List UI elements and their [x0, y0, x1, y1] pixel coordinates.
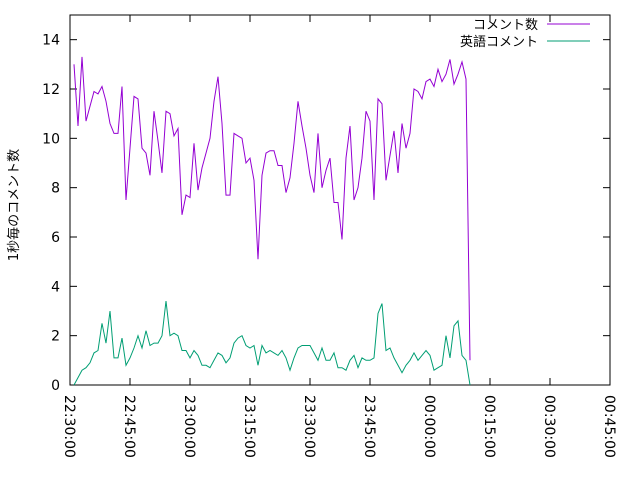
x-tick-label: 00:00:00: [421, 395, 437, 458]
y-tick-label: 2: [51, 329, 60, 345]
x-tick-label: 00:30:00: [541, 395, 557, 458]
y-tick-label: 6: [51, 230, 60, 246]
y-tick-label: 12: [42, 82, 60, 98]
y-axis: 0 2 4 6 8 10 12 14: [42, 33, 610, 394]
series-layer: [73, 56, 471, 386]
x-tick-label: 23:15:00: [241, 395, 257, 458]
plot-frame: [69, 14, 611, 386]
x-tick-label: 23:30:00: [301, 395, 317, 458]
y-tick-label: 0: [51, 378, 60, 394]
y-tick-label: 10: [42, 131, 60, 147]
x-tick-label: 00:45:00: [601, 395, 617, 458]
x-tick-label: 22:45:00: [121, 395, 137, 458]
y-tick-label: 8: [51, 181, 60, 197]
x-tick-label: 00:15:00: [481, 395, 497, 458]
legend-label-2: 英語コメント: [460, 34, 538, 50]
series-line-1: [73, 56, 471, 361]
y-tick-label: 14: [42, 33, 60, 49]
x-tick-label: 23:45:00: [361, 395, 377, 458]
x-tick-label: 23:00:00: [181, 395, 197, 458]
x-tick-label: 22:30:00: [61, 395, 77, 458]
series-line-2: [73, 301, 471, 386]
legend-label-1: コメント数: [473, 18, 538, 33]
y-axis-title: 1秒毎のコメント数: [6, 149, 22, 261]
plot-border: [69, 14, 611, 386]
y-tick-label: 4: [51, 279, 60, 295]
x-axis: 22:30:00 22:45:00 23:00:00 23:15:00 23:30:00…: [61, 15, 617, 458]
